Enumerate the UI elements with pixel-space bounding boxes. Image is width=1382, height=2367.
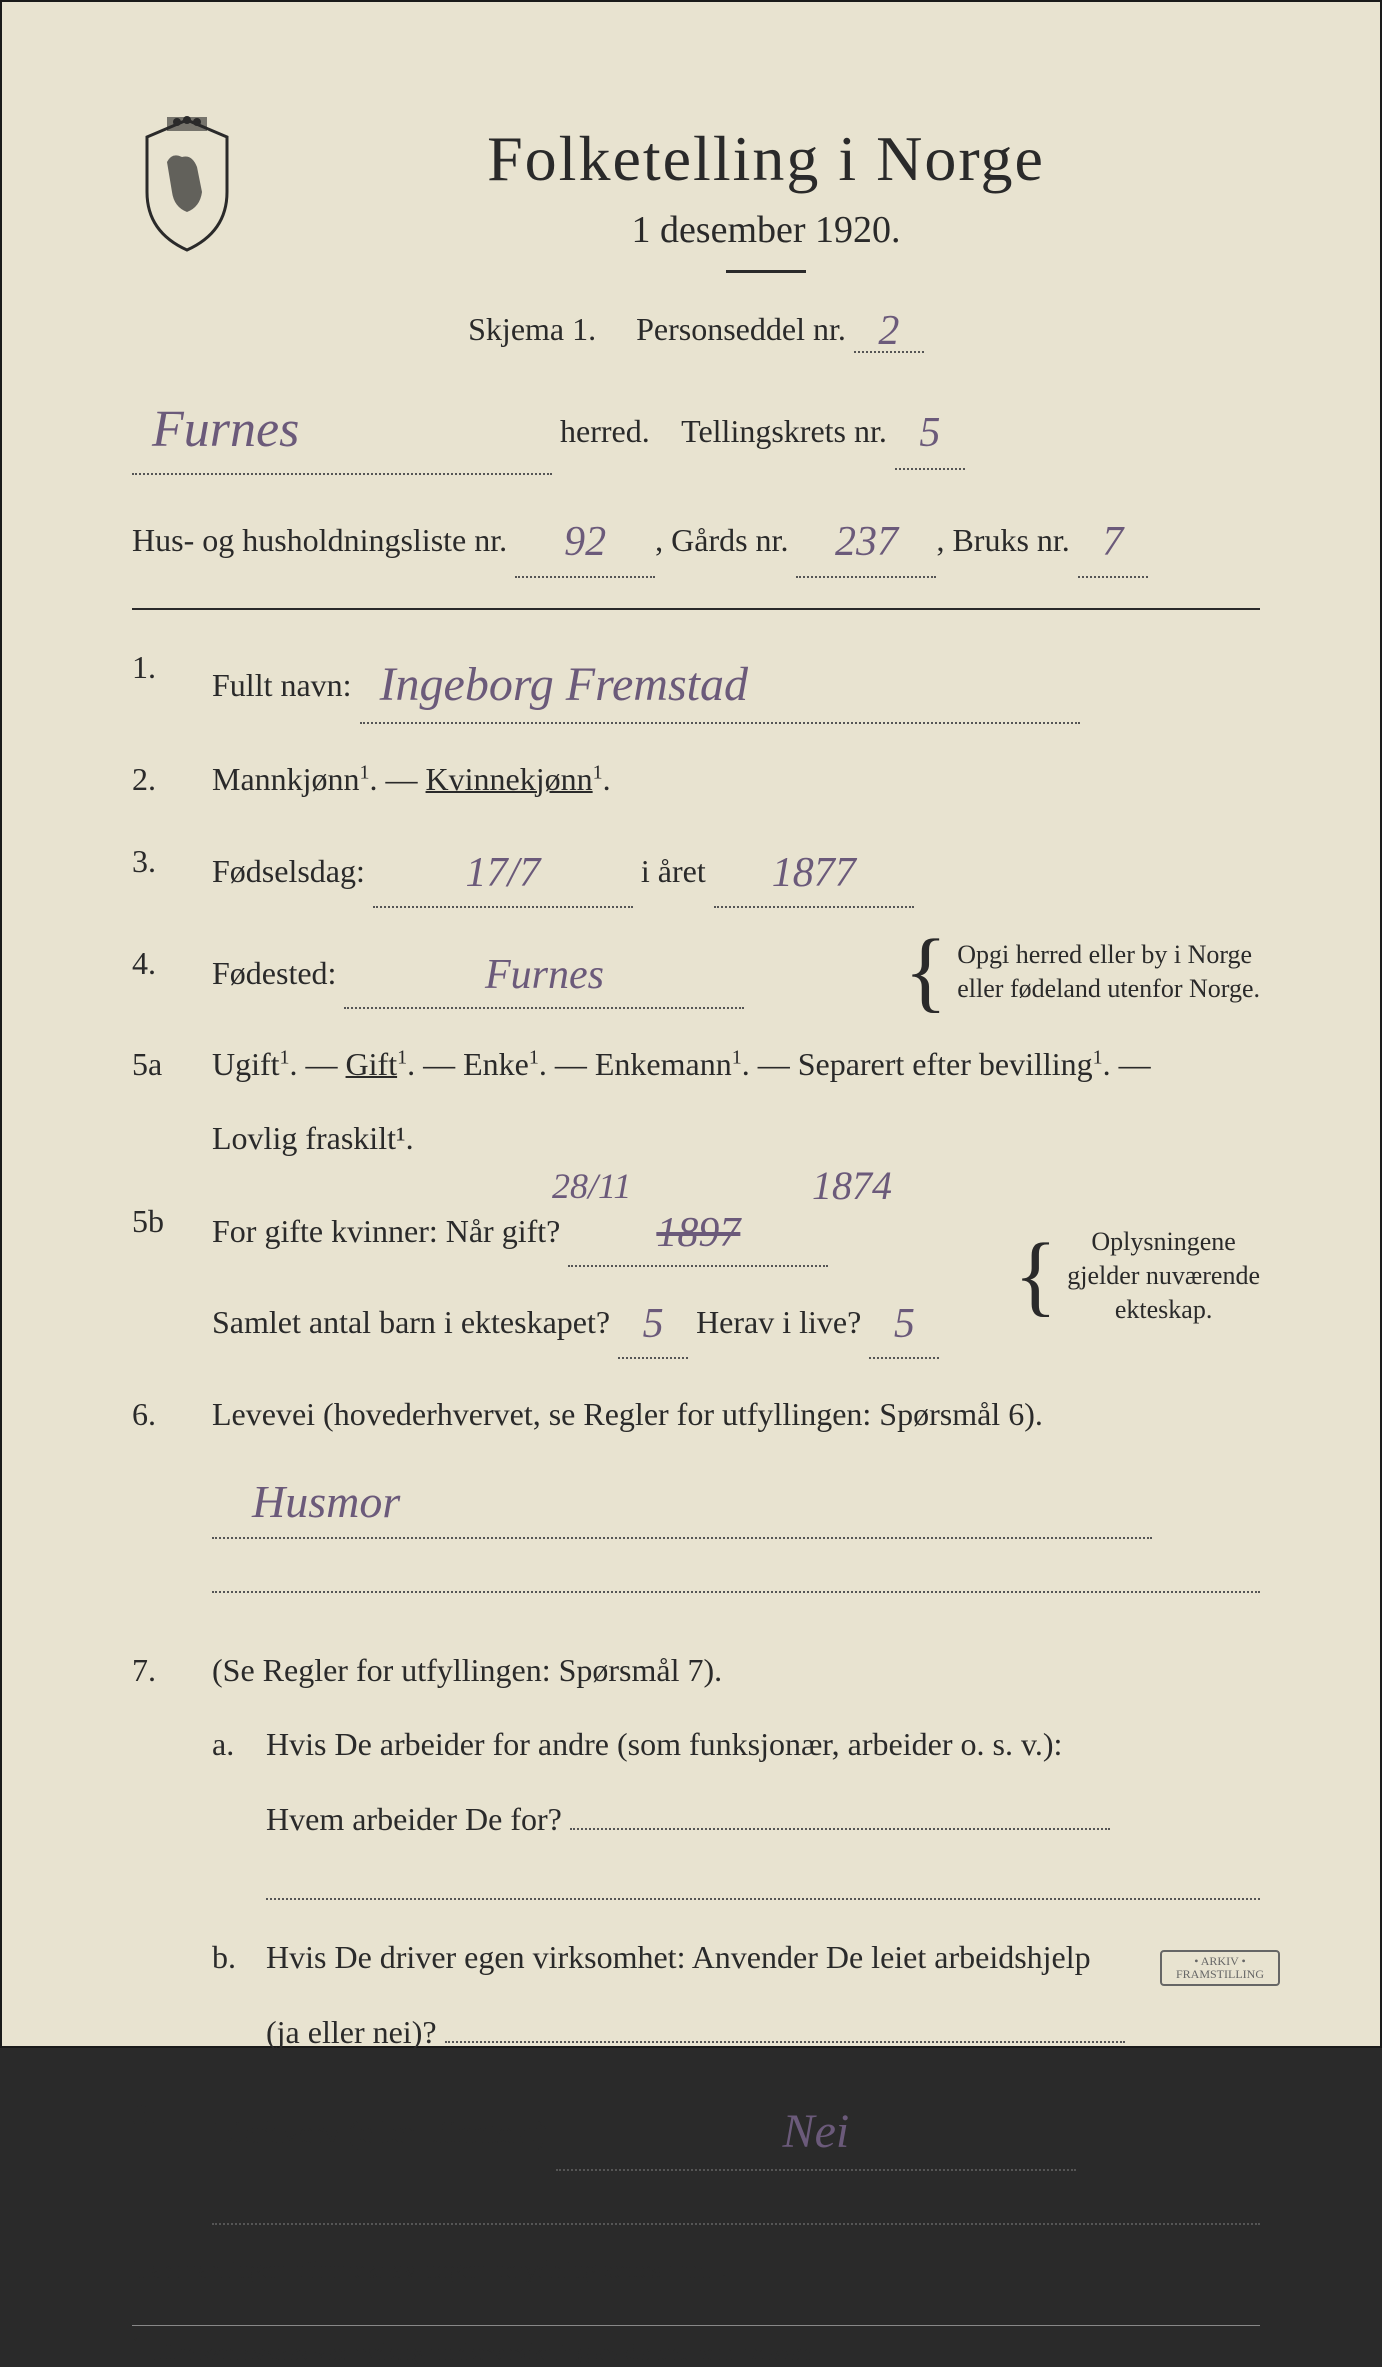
q7a-blank — [570, 1828, 1110, 1830]
bruks-nr: 7 — [1102, 519, 1123, 565]
personseddel-label: Personseddel nr. — [636, 311, 846, 347]
q3-label: Fødselsdag: — [212, 853, 365, 889]
title-block: Folketelling i Norge 1 desember 1920. — [272, 112, 1260, 273]
q7a-line2: Hvem arbeider De for? — [266, 1801, 562, 1837]
q1-value: Ingeborg Fremstad — [380, 658, 748, 711]
hus-label: Hus- og husholdningsliste nr. — [132, 522, 507, 558]
herred-label: herred. — [560, 413, 650, 449]
q7-num: 7. — [132, 1643, 182, 2059]
question-1: 1. Fullt navn: Ingeborg Fremstad — [132, 640, 1260, 724]
question-2: 2. Mannkjønn1. — Kvinnekjønn1. — [132, 752, 1260, 806]
q5a-line2: Lovlig fraskilt¹. — [212, 1111, 1260, 1165]
header: Folketelling i Norge 1 desember 1920. — [132, 112, 1260, 273]
bruks-label: Bruks nr. — [952, 522, 1069, 558]
q6-blank-line — [212, 1559, 1260, 1593]
skjema-label: Skjema 1. — [468, 311, 596, 347]
question-8: 8. Bierhverv (eller biinntekt) Nei — [132, 2087, 1260, 2225]
main-title: Folketelling i Norge — [272, 122, 1260, 196]
q3-year: 1877 — [772, 850, 856, 896]
q5b-note: { Oplysningene gjelder nuværende ekteska… — [1014, 1194, 1260, 1359]
q4-value: Furnes — [485, 952, 604, 998]
q5a-selected: Gift — [346, 1046, 398, 1082]
footnote: 1 Her kan svares ved tydelig understrekn… — [132, 2325, 1260, 2367]
q8-num: 8. — [132, 2087, 182, 2225]
q8-label: Bierhverv (eller biinntekt) — [212, 2114, 548, 2150]
q8-value: Nei — [783, 2105, 850, 2158]
q6-value: Husmor — [252, 1476, 400, 1527]
q7a-text: Hvis De arbeider for andre (som funksjon… — [266, 1726, 1062, 1762]
question-3: 3. Fødselsdag: 17/7 i året 1877 — [132, 834, 1260, 907]
q7b-line2: (ja eller nei)? — [266, 2014, 437, 2050]
personseddel-nr: 2 — [878, 308, 899, 354]
q1-label: Fullt navn: — [212, 667, 352, 703]
q5a-num: 5a — [132, 1037, 182, 1166]
q5b-label1: For gifte kvinner: Når gift? — [212, 1213, 560, 1249]
q5b-label3: Herav i live? — [696, 1304, 861, 1340]
tellingskrets-label: Tellingskrets nr. — [681, 413, 887, 449]
q1-num: 1. — [132, 640, 182, 724]
q4-label: Fødested: — [212, 955, 336, 991]
skjema-line: Skjema 1. Personseddel nr. 2 — [132, 303, 1260, 353]
census-form-page: Folketelling i Norge 1 desember 1920. Sk… — [0, 0, 1382, 2048]
q4-note: { Opgi herred eller by i Norge eller fød… — [904, 936, 1260, 1008]
q7a-blank-line — [266, 1866, 1260, 1900]
q4-num: 4. — [132, 936, 182, 1009]
q7b: b. Hvis De driver egen virksomhet: Anven… — [212, 1930, 1260, 2059]
q7b-text: Hvis De driver egen virksomhet: Anvender… — [266, 1939, 1091, 1975]
question-4: 4. Fødested: Furnes { Opgi herred eller … — [132, 936, 1260, 1009]
q7b-blank — [445, 2041, 1125, 2043]
question-6: 6. Levevei (hovederhvervet, se Regler fo… — [132, 1387, 1260, 1594]
hus-nr: 92 — [564, 519, 606, 565]
q5b-label2: Samlet antal barn i ekteskapet? — [212, 1304, 610, 1340]
footnote-text: Her kan svares ved tydelig understreknin… — [154, 2340, 814, 2366]
q5b-gift-value: 1897 — [656, 1210, 740, 1256]
subtitle: 1 desember 1920. — [272, 208, 1260, 252]
q7a: a. Hvis De arbeider for andre (som funks… — [212, 1717, 1260, 1900]
q2-mann: Mannkjønn — [212, 761, 360, 797]
question-5a: 5a Ugift1. — Gift1. — Enke1. — Enkemann1… — [132, 1037, 1260, 1166]
q7-label: (Se Regler for utfyllingen: Spørsmål 7). — [212, 1652, 722, 1688]
gards-nr: 237 — [835, 519, 898, 565]
q6-num: 6. — [132, 1387, 182, 1594]
q7a-letter: a. — [212, 1717, 242, 1900]
title-rule — [726, 270, 806, 273]
gards-label: Gårds nr. — [671, 522, 788, 558]
herred-value: Furnes — [152, 401, 299, 458]
q3-num: 3. — [132, 834, 182, 907]
tellingskrets-nr: 5 — [919, 410, 940, 456]
hus-row: Hus- og husholdningsliste nr. 92, Gårds … — [132, 501, 1260, 579]
herred-row: Furnes herred. Tellingskrets nr. 5 — [132, 379, 1260, 475]
coat-of-arms-icon — [132, 112, 242, 252]
section-rule — [132, 608, 1260, 610]
footer-note: Har man ingen biinntekt av nogen betydni… — [132, 2255, 1260, 2285]
q3-day: 17/7 — [466, 850, 541, 896]
question-5b: 5b 28/11 1874 For gifte kvinner: Når gif… — [132, 1194, 1260, 1359]
q5b-num: 5b — [132, 1194, 182, 1359]
q7b-letter: b. — [212, 1930, 242, 2059]
q6-label: Levevei (hovederhvervet, se Regler for u… — [212, 1396, 1043, 1432]
q2-num: 2. — [132, 752, 182, 806]
q5b-barn: 5 — [643, 1301, 664, 1347]
archive-stamp: • ARKIV •FRAMSTILLING — [1160, 1950, 1280, 1986]
q8-blank-line — [212, 2191, 1260, 2225]
q2-kvinne-selected: Kvinnekjønn — [426, 761, 593, 797]
q3-year-label: i året — [641, 853, 706, 889]
question-7: 7. (Se Regler for utfyllingen: Spørsmål … — [132, 1643, 1260, 2059]
q5b-live: 5 — [894, 1301, 915, 1347]
q5a-options: Ugift1. — Gift1. — Enke1. — Enkemann1. —… — [212, 1046, 1151, 1082]
